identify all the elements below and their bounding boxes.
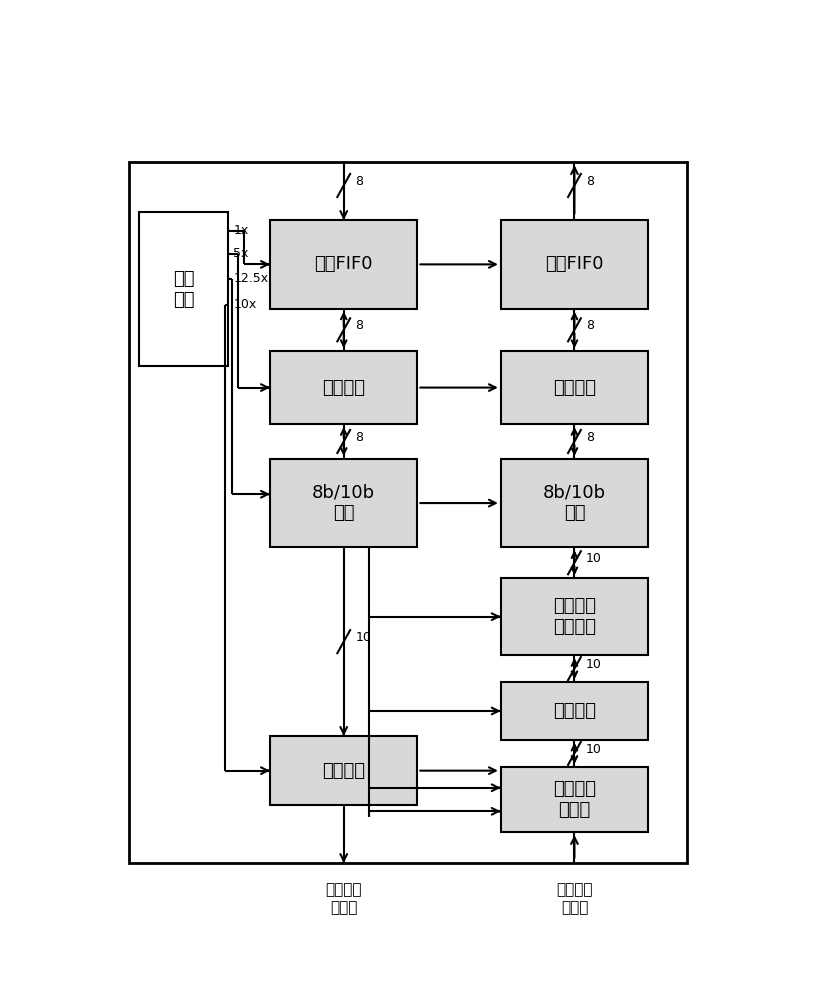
Text: 8: 8 [356,175,363,188]
Text: 接收FIF0: 接收FIF0 [545,255,604,273]
Bar [501,578,648,655]
Bar [501,682,648,740]
Text: 8: 8 [586,175,594,188]
Text: 10: 10 [586,658,602,671]
Text: 5x: 5x [233,247,249,260]
Bar [501,220,648,309]
Bar [270,351,418,424]
Text: 8: 8 [586,319,594,332]
Bar [270,459,418,547]
Text: 数据恢复: 数据恢复 [553,702,596,720]
Text: 8: 8 [356,319,363,332]
Bar [129,162,686,863]
Bar [139,212,228,366]
Text: 10: 10 [586,552,602,565]
Text: 光收发器
发送端: 光收发器 发送端 [326,882,362,915]
Text: 光收发器
接收端: 光收发器 接收端 [557,882,593,915]
Text: 并串转换: 并串转换 [323,762,366,780]
Text: 8b/10b
编码: 8b/10b 编码 [312,484,375,522]
Text: 10: 10 [586,743,602,756]
Bar [270,220,418,309]
Text: 串行数据
过采样: 串行数据 过采样 [553,780,596,819]
Text: 8: 8 [586,431,594,444]
Text: 8: 8 [356,431,363,444]
Bar [501,351,648,424]
Text: 字对齐及
数据监测: 字对齐及 数据监测 [553,597,596,636]
Text: 接收控制: 接收控制 [553,379,596,397]
Text: 8b/10b
解码: 8b/10b 解码 [543,484,606,522]
Bar [501,767,648,832]
Bar [501,459,648,547]
Text: 发送控制: 发送控制 [323,379,366,397]
Text: 12.5x: 12.5x [233,272,269,285]
Text: 发送FIF0: 发送FIF0 [314,255,373,273]
Text: 时钟
控制: 时钟 控制 [173,270,194,309]
Text: 10: 10 [356,631,371,644]
Text: 10x: 10x [233,298,256,311]
Text: 1x: 1x [233,224,249,237]
Bar [270,736,418,805]
